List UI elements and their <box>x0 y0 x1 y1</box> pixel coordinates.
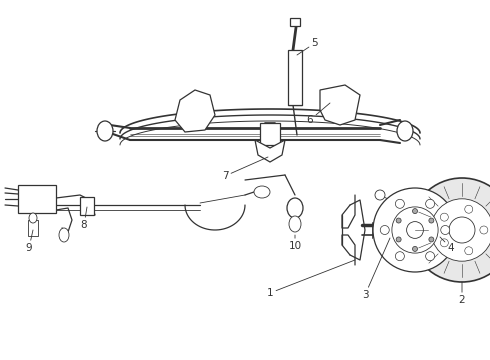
Circle shape <box>441 225 450 234</box>
Bar <box>28 220 38 236</box>
Circle shape <box>465 205 473 213</box>
Bar <box>80 197 94 215</box>
Text: 1: 1 <box>267 260 355 298</box>
Text: 7: 7 <box>221 157 268 181</box>
Circle shape <box>413 208 417 213</box>
Ellipse shape <box>397 121 413 141</box>
Ellipse shape <box>59 228 69 242</box>
Circle shape <box>395 252 404 261</box>
Text: 8: 8 <box>81 207 87 230</box>
Circle shape <box>407 222 423 238</box>
Circle shape <box>373 188 457 272</box>
Bar <box>260 123 280 145</box>
Polygon shape <box>175 90 215 132</box>
Text: 2: 2 <box>459 282 466 305</box>
Text: 6: 6 <box>307 103 330 125</box>
Circle shape <box>426 252 435 261</box>
Circle shape <box>429 237 434 242</box>
Text: 3: 3 <box>362 238 390 300</box>
Circle shape <box>429 218 434 223</box>
Text: 5: 5 <box>297 38 318 55</box>
Circle shape <box>465 247 473 255</box>
Circle shape <box>456 231 464 239</box>
Circle shape <box>396 237 401 242</box>
Circle shape <box>410 178 490 282</box>
Circle shape <box>431 199 490 261</box>
Ellipse shape <box>254 186 270 198</box>
Ellipse shape <box>289 216 301 232</box>
Ellipse shape <box>287 198 303 218</box>
Circle shape <box>449 217 475 243</box>
Text: 10: 10 <box>289 235 301 251</box>
Circle shape <box>426 199 435 208</box>
Bar <box>18 185 56 213</box>
Text: 9: 9 <box>25 230 33 253</box>
Bar <box>288 50 302 105</box>
Polygon shape <box>255 140 285 162</box>
Polygon shape <box>320 85 360 125</box>
Circle shape <box>441 239 448 247</box>
Circle shape <box>395 199 404 208</box>
Ellipse shape <box>29 213 37 223</box>
Bar <box>290 18 300 26</box>
Circle shape <box>380 225 389 234</box>
Circle shape <box>441 213 448 221</box>
Text: 4: 4 <box>440 237 454 253</box>
Circle shape <box>480 226 488 234</box>
Circle shape <box>396 218 401 223</box>
Circle shape <box>392 207 438 253</box>
Ellipse shape <box>97 121 113 141</box>
Circle shape <box>413 246 417 251</box>
Circle shape <box>375 190 385 200</box>
